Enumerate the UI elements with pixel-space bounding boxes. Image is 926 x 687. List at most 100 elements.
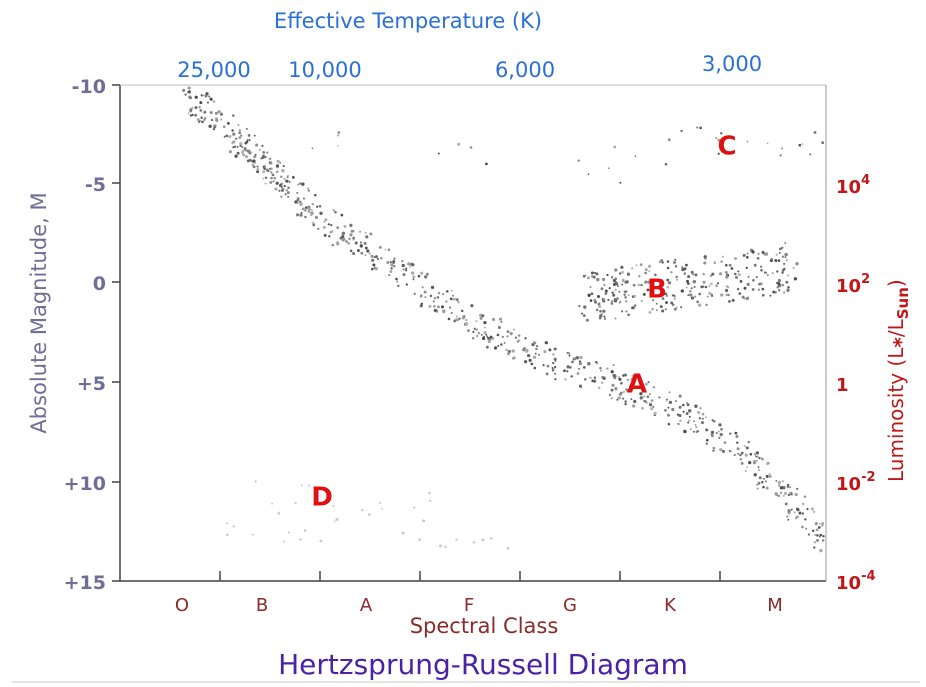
star-point — [637, 283, 640, 287]
star-point — [745, 266, 748, 270]
star-point — [610, 300, 614, 303]
star-point — [653, 273, 657, 277]
luminosity-tick-label: 102 — [836, 272, 870, 297]
star-point — [437, 305, 441, 309]
star-point — [553, 347, 557, 351]
star-point — [576, 372, 580, 375]
star-point — [246, 159, 250, 163]
star-point — [781, 271, 784, 274]
star-point — [689, 293, 693, 297]
star-point — [440, 305, 445, 309]
left-tick-label: 0 — [93, 273, 106, 295]
star-point — [512, 328, 515, 331]
star-point — [731, 298, 735, 302]
star-point — [283, 540, 286, 543]
star-point — [505, 348, 508, 352]
spectral-class-label: K — [664, 595, 677, 616]
star-point — [739, 457, 743, 461]
star-point — [317, 227, 320, 230]
star-point — [198, 106, 201, 109]
region-label-a: A — [627, 370, 647, 400]
star-point — [363, 242, 367, 245]
star-point — [608, 287, 611, 290]
star-point — [436, 296, 440, 299]
star-point — [229, 150, 232, 154]
star-points — [182, 86, 825, 553]
star-point — [265, 168, 269, 172]
star-point — [635, 264, 638, 267]
star-point — [208, 95, 211, 98]
star-point — [781, 246, 784, 249]
star-point — [603, 317, 607, 320]
star-point — [623, 293, 626, 296]
star-point — [622, 280, 624, 283]
star-point — [720, 132, 723, 135]
star-point — [712, 449, 715, 452]
star-point — [484, 326, 486, 329]
star-point — [705, 428, 709, 432]
star-point — [625, 280, 629, 284]
star-point — [745, 446, 749, 450]
star-point — [266, 151, 269, 154]
star-point — [607, 298, 610, 301]
star-point — [719, 432, 723, 437]
star-point — [648, 311, 652, 314]
star-point — [255, 143, 259, 147]
star-point — [813, 131, 817, 134]
star-point — [578, 362, 582, 366]
star-point — [543, 350, 547, 354]
star-point — [283, 184, 286, 188]
star-point — [728, 263, 732, 267]
star-point — [314, 215, 319, 220]
star-point — [200, 94, 203, 97]
star-point — [225, 134, 228, 137]
star-point — [393, 257, 396, 260]
star-point — [548, 348, 552, 352]
star-point — [348, 237, 351, 241]
star-point — [742, 253, 746, 257]
star-point — [379, 501, 382, 504]
star-point — [564, 378, 567, 381]
star-point — [307, 189, 310, 192]
star-point — [715, 284, 718, 288]
star-point — [664, 408, 667, 412]
star-point — [299, 213, 303, 217]
star-point — [311, 221, 315, 225]
star-point — [448, 306, 452, 309]
star-point — [632, 283, 636, 287]
star-point — [613, 297, 617, 302]
star-point — [818, 522, 821, 525]
star-point — [517, 339, 521, 342]
star-point — [245, 155, 248, 158]
star-point — [280, 195, 283, 198]
star-point — [225, 522, 229, 525]
star-point — [512, 357, 515, 360]
star-point — [304, 208, 307, 211]
star-point — [419, 295, 423, 298]
star-point — [251, 533, 254, 536]
star-point — [570, 375, 573, 378]
star-point — [704, 257, 707, 260]
star-point — [421, 286, 424, 289]
star-point — [379, 256, 383, 260]
star-point — [314, 193, 317, 197]
star-point — [378, 246, 382, 249]
star-point — [666, 286, 670, 289]
star-point — [475, 328, 478, 331]
star-point — [352, 251, 356, 256]
star-point — [746, 466, 749, 469]
star-point — [381, 507, 384, 510]
star-point — [578, 367, 581, 370]
top-tick-label: 10,000 — [288, 58, 361, 82]
star-point — [318, 204, 322, 208]
star-point — [294, 501, 297, 505]
star-point — [410, 271, 415, 275]
star-point — [272, 180, 275, 183]
star-point — [238, 136, 242, 139]
star-point — [522, 348, 526, 352]
star-point — [401, 263, 405, 268]
star-point — [673, 307, 677, 311]
star-point — [582, 366, 586, 369]
star-point — [664, 162, 668, 166]
star-point — [264, 155, 267, 159]
